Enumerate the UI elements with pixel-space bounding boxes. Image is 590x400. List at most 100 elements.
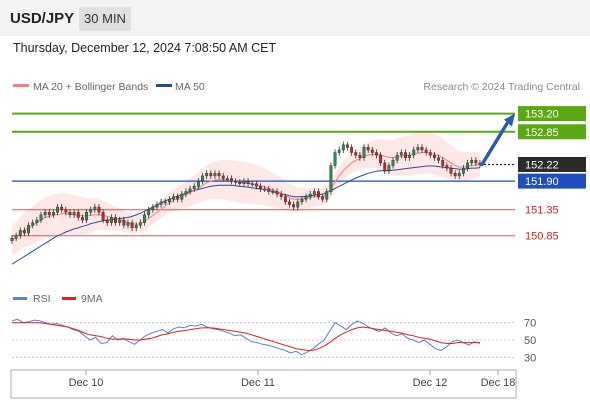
candle-body (354, 152, 358, 156)
candle-body (370, 149, 374, 153)
candle-body (89, 209, 93, 213)
candle-body (201, 175, 204, 182)
candle-body (238, 181, 242, 184)
rsi-legend-swatch (13, 297, 27, 300)
level-label-153.20: 153.20 (525, 109, 559, 121)
candle-body (308, 193, 312, 197)
candle-body (151, 206, 155, 210)
ma50-line (11, 165, 481, 265)
candle-body (101, 212, 105, 221)
candle-body (134, 225, 138, 229)
rsi-line (11, 318, 481, 356)
candle-body (159, 201, 163, 205)
candle-body (138, 222, 142, 226)
level-label-151.90: 151.90 (525, 176, 559, 188)
candle-body (51, 212, 55, 216)
candle-body (126, 222, 130, 226)
candle-body (437, 157, 441, 161)
candle-body (221, 175, 225, 179)
ma9-legend-label: 9MA (81, 293, 103, 305)
ma20-legend-swatch (13, 84, 29, 87)
candle-body (180, 193, 184, 200)
candle-body (408, 154, 412, 158)
candle-body (387, 165, 391, 171)
candle-body (449, 167, 453, 174)
candle-body (317, 191, 320, 197)
candle-body (192, 186, 196, 190)
candle-body (213, 173, 217, 177)
candle-body (85, 212, 88, 221)
candle-body (217, 173, 221, 177)
candle-body (383, 162, 387, 171)
candle-body (424, 149, 428, 153)
candle-body (35, 219, 39, 223)
candle-body (242, 180, 246, 184)
candle-body (60, 206, 64, 210)
candle-body (97, 206, 101, 213)
candle-body (399, 152, 403, 156)
credit-text: Research © 2024 Trading Central (423, 81, 580, 93)
candle-body (300, 199, 304, 203)
x-tick-label: Dec 12 (413, 377, 448, 389)
candle-body (76, 212, 80, 218)
x-tick-label: Dec 18 (481, 377, 516, 389)
level-label-box-151.90 (518, 173, 586, 189)
candle-body (466, 162, 470, 169)
candle-body (375, 152, 378, 156)
candle-body (325, 191, 329, 200)
candle-body (462, 167, 465, 174)
candle-body (68, 212, 72, 216)
candle-body (333, 152, 337, 166)
ma20-line (11, 152, 481, 242)
candle-body (209, 173, 213, 177)
candle-body (453, 173, 457, 177)
candle-body (420, 147, 424, 151)
9ma-line (12, 322, 480, 351)
candle-body (391, 160, 395, 166)
candle-body (296, 201, 300, 208)
candle-body (341, 144, 345, 151)
candle-body (47, 212, 51, 216)
candle-body (416, 147, 420, 151)
rsi-tick-50: 50 (524, 335, 536, 347)
candle-body (105, 219, 109, 223)
candle-body (27, 225, 30, 234)
candle-body (143, 214, 146, 223)
candle-body (433, 154, 436, 158)
candle-body (39, 214, 43, 221)
ma50-legend-label: MA 50 (175, 81, 205, 93)
candle-body (130, 222, 134, 229)
level-label-box-150.85 (518, 228, 586, 244)
rsi-tick-70: 70 (524, 318, 536, 330)
header-bar: USD/JPY 30 MIN (0, 0, 590, 36)
candle-body (279, 193, 283, 197)
ma20-legend-label: MA 20 + Bollinger Bands (33, 81, 148, 93)
candle-body (321, 196, 325, 200)
candle-body (147, 209, 151, 216)
candle-body (350, 147, 354, 153)
candle-body (184, 191, 188, 195)
candle-body (470, 160, 474, 164)
candle-body (14, 235, 18, 239)
timeframe-button[interactable]: 30 MIN (79, 7, 131, 31)
candle-body (267, 188, 271, 192)
candle-body (109, 217, 113, 223)
candle-body (163, 201, 167, 204)
candle-body (292, 204, 296, 208)
symbol-title: USD/JPY (10, 10, 75, 27)
candle-body (250, 183, 254, 186)
candle-body (358, 154, 362, 158)
candle-body (346, 144, 349, 148)
level-label-151.35: 151.35 (525, 205, 559, 217)
candle-body (43, 212, 47, 216)
candle-body (122, 219, 126, 226)
candle-body (114, 217, 117, 223)
candle-body (259, 186, 262, 190)
candle-body (441, 160, 445, 166)
candle-body (172, 196, 175, 200)
candle-body (18, 230, 22, 236)
candle-body (118, 219, 122, 223)
candle-body (72, 212, 76, 216)
candle-body (395, 154, 399, 161)
